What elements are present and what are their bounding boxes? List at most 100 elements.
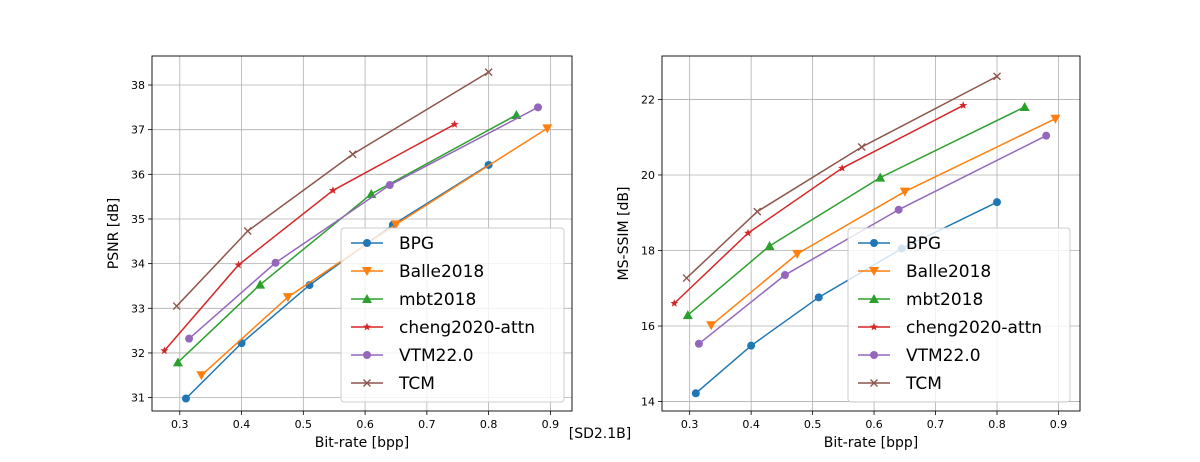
x-tick-label: 0.7 bbox=[418, 418, 436, 431]
data-point bbox=[542, 124, 553, 134]
y-tick-label: 34 bbox=[131, 258, 145, 271]
chart-panel-2: 0.3 0.4 0.5 0.6 0.7 0.8 0.9 14 16 18 20 22 Bit-rate … bbox=[616, 55, 1081, 451]
legend-box bbox=[847, 227, 1071, 403]
figure-caption: [SD2.1B] bbox=[568, 426, 632, 442]
legend-marker bbox=[869, 294, 879, 303]
legend-label: BPG bbox=[906, 234, 941, 254]
legend: BPG Balle2018 mbt2018 cheng2020-attn VTM22.0… bbox=[340, 227, 565, 403]
data-point bbox=[1050, 114, 1061, 124]
x-tick-label: 0.3 bbox=[681, 418, 699, 431]
data-point bbox=[196, 371, 207, 381]
series-TCM bbox=[682, 72, 1002, 283]
x-tick-label: 0.6 bbox=[356, 418, 374, 431]
legend-marker bbox=[870, 322, 878, 331]
data-point bbox=[993, 72, 1002, 81]
plot-frame bbox=[661, 55, 1081, 412]
y-tick-label: 22 bbox=[641, 93, 655, 106]
data-point bbox=[875, 172, 886, 182]
legend-label: Balle2018 bbox=[906, 262, 991, 282]
data-point bbox=[993, 198, 1002, 207]
x-tick-label: 0.5 bbox=[804, 418, 822, 431]
y-tick-label: 36 bbox=[131, 168, 145, 181]
legend-box bbox=[340, 227, 565, 403]
legend-entry-Balle2018: Balle2018 bbox=[351, 262, 484, 282]
legend-label: mbt2018 bbox=[399, 290, 476, 310]
legend-label: VTM22.0 bbox=[399, 346, 474, 366]
legend-entry-mbt2018: mbt2018 bbox=[858, 290, 983, 310]
data-point bbox=[450, 120, 459, 128]
x-tick-label: 0.9 bbox=[542, 418, 560, 431]
legend-entry-TCM: TCM bbox=[351, 374, 435, 394]
data-point bbox=[328, 186, 337, 194]
data-point bbox=[744, 228, 753, 237]
y-tick-label: 20 bbox=[641, 169, 655, 182]
data-point bbox=[172, 357, 183, 367]
data-point bbox=[534, 103, 543, 112]
data-point bbox=[899, 187, 910, 197]
y-tick-label: 35 bbox=[131, 213, 145, 226]
legend-label: VTM22.0 bbox=[906, 346, 981, 366]
x-tick-label: 0.7 bbox=[927, 418, 945, 431]
series-line bbox=[698, 135, 1047, 345]
x-tick-label: 0.4 bbox=[742, 418, 760, 431]
legend-label: TCM bbox=[905, 374, 942, 394]
series-line bbox=[687, 106, 1026, 316]
data-point bbox=[780, 271, 789, 280]
data-point bbox=[1042, 131, 1051, 140]
legend-label: BPG bbox=[399, 234, 434, 254]
series-VTM22.0 bbox=[694, 131, 1051, 348]
legend-entry-VTM22.0: VTM22.0 bbox=[351, 346, 474, 366]
data-point bbox=[348, 150, 357, 159]
legend-label: cheng2020-attn bbox=[399, 318, 535, 338]
series-mbt2018 bbox=[682, 101, 1030, 320]
data-point bbox=[706, 321, 717, 331]
x-tick-label: 0.6 bbox=[865, 418, 883, 431]
legend-entry-Balle2018: Balle2018 bbox=[858, 262, 991, 282]
series-line bbox=[188, 106, 539, 340]
y-tick-label: 18 bbox=[641, 244, 655, 257]
x-tick-label: 0.8 bbox=[988, 418, 1006, 431]
data-point bbox=[753, 207, 762, 216]
series-line bbox=[673, 104, 964, 304]
series-line bbox=[710, 118, 1056, 326]
legend-marker bbox=[363, 239, 371, 247]
x-axis-label: Bit-rate [bpp] bbox=[824, 435, 919, 451]
data-point bbox=[282, 293, 293, 303]
series-mbt2018 bbox=[172, 109, 522, 367]
data-point bbox=[857, 143, 866, 152]
data-point bbox=[185, 334, 194, 343]
legend-marker bbox=[362, 294, 372, 303]
x-axis-label: Bit-rate [bpp] bbox=[315, 435, 410, 451]
legend-entry-BPG: BPG bbox=[351, 234, 434, 254]
legend-label: Balle2018 bbox=[399, 262, 484, 282]
data-point bbox=[747, 341, 756, 350]
data-point bbox=[691, 389, 700, 398]
legend-marker bbox=[870, 351, 878, 359]
y-tick-label: 31 bbox=[131, 392, 145, 405]
series-cheng2020-attn bbox=[670, 101, 968, 307]
data-point bbox=[1019, 101, 1030, 111]
legend: BPG Balle2018 mbt2018 cheng2020-attn VTM22.0… bbox=[847, 227, 1071, 403]
data-point bbox=[385, 181, 394, 190]
series-Balle2018 bbox=[706, 114, 1061, 331]
y-tick-label: 32 bbox=[131, 347, 145, 360]
legend-marker bbox=[363, 379, 371, 387]
series-line bbox=[163, 123, 456, 352]
data-point bbox=[243, 227, 252, 236]
legend-marker bbox=[363, 351, 371, 359]
legend-label: TCM bbox=[398, 374, 435, 394]
y-tick-label: 16 bbox=[641, 320, 655, 333]
y-tick-label: 14 bbox=[641, 396, 655, 409]
series-line bbox=[177, 114, 517, 363]
x-tick-label: 0.8 bbox=[480, 418, 498, 431]
legend-label: mbt2018 bbox=[906, 290, 983, 310]
legend-entry-mbt2018: mbt2018 bbox=[351, 290, 476, 310]
legend-entry-cheng2020-attn: cheng2020-attn bbox=[351, 318, 535, 338]
plot-frame bbox=[151, 55, 573, 412]
data-point bbox=[838, 163, 847, 172]
chart-panel-1: 0.3 0.4 0.5 0.6 0.7 0.8 0.9 31 32 33 34 35 36 37 38 Bit… bbox=[106, 55, 573, 451]
legend-marker bbox=[362, 267, 372, 276]
data-point bbox=[181, 394, 190, 403]
y-tick-label: 38 bbox=[131, 79, 145, 92]
